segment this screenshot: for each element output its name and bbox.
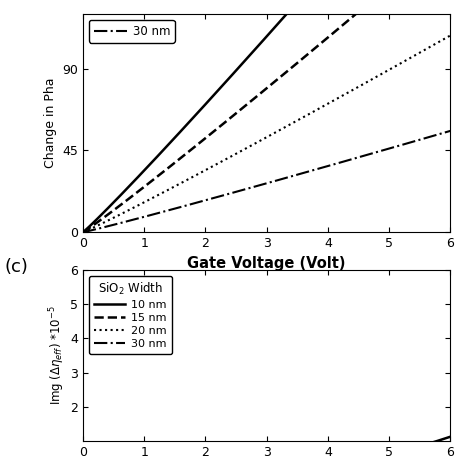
X-axis label: Gate Voltage (Volt): Gate Voltage (Volt) (187, 255, 346, 271)
Y-axis label: Img $(\Delta\eta_{eff})$ $*10^{-5}$: Img $(\Delta\eta_{eff})$ $*10^{-5}$ (48, 306, 67, 405)
Y-axis label: Change in Pha: Change in Pha (44, 78, 57, 168)
Legend: 10 nm, 15 nm, 20 nm, 30 nm: 10 nm, 15 nm, 20 nm, 30 nm (89, 276, 172, 354)
Text: (c): (c) (5, 258, 28, 276)
Legend: 30 nm: 30 nm (89, 20, 175, 43)
